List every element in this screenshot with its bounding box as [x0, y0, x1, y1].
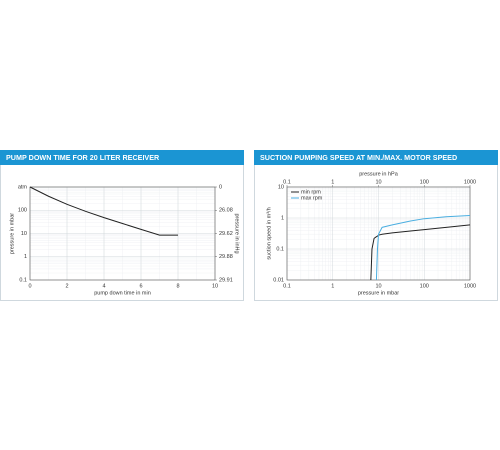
panel-title: PUMP DOWN TIME FOR 20 LITER RECEIVER — [6, 153, 160, 162]
data-line — [370, 224, 471, 281]
y-tick-label: 0.1 — [276, 246, 284, 252]
x2-tick-label: 1000 — [464, 179, 476, 185]
data-line — [29, 186, 178, 236]
x-tick-label: 8 — [176, 283, 179, 289]
y-tick-label: 10 — [278, 184, 284, 190]
y-tick-label: 0.1 — [19, 277, 27, 283]
panel-header — [0, 150, 244, 165]
y-axis-label: pressure in mbar — [9, 213, 15, 254]
x-tick-label: 0.1 — [283, 283, 291, 289]
panel — [0, 150, 244, 301]
y2-tick-label: 29.62 — [219, 231, 233, 237]
x2-tick-label: 100 — [420, 179, 429, 185]
y2-tick-label: 29.88 — [219, 254, 233, 260]
y2-tick-label: 0 — [219, 184, 222, 190]
y-tick-label: 100 — [18, 208, 27, 214]
y-tick-label: 1 — [281, 215, 284, 221]
data-line — [375, 215, 471, 281]
y2-tick-label: 29.91 — [219, 277, 233, 283]
plot-frame — [29, 186, 216, 281]
x-tick-label: 6 — [139, 283, 142, 289]
x-tick-label: 1 — [331, 283, 334, 289]
plot-frame — [286, 186, 471, 281]
panel-header — [254, 150, 498, 165]
y2-axis-label: pressure in inHg — [234, 213, 240, 253]
y-tick-label: 0.01 — [273, 277, 284, 283]
x-tick-label: 10 — [375, 283, 381, 289]
x2-tick-label: 0.1 — [283, 179, 291, 185]
legend-label: max rpm — [301, 195, 323, 201]
y-tick-label: 1 — [24, 254, 27, 260]
x-tick-label: 10 — [212, 283, 218, 289]
x-tick-label: 0 — [28, 283, 31, 289]
y-tick-label: 10 — [21, 231, 27, 237]
x-tick-label: 2 — [65, 283, 68, 289]
x-tick-label: 100 — [420, 283, 429, 289]
y-tick-label: atm — [18, 184, 28, 190]
x2-axis-label: pressure in hPa — [359, 171, 398, 177]
x-axis-label: pressure in mbar — [358, 290, 399, 296]
x-tick-label: 4 — [102, 283, 105, 289]
y2-tick-label: 26.08 — [219, 208, 233, 214]
panel-title: SUCTION PUMPING SPEED AT MIN./MAX. MOTOR… — [260, 153, 457, 162]
y-axis-label: suction speed in m³/h — [266, 207, 272, 259]
x2-tick-label: 10 — [375, 179, 381, 185]
x-tick-label: 1000 — [464, 283, 476, 289]
legend-label: min rpm — [301, 189, 321, 195]
x2-tick-label: 1 — [331, 179, 334, 185]
x-axis-label: pump down time in min — [94, 290, 151, 296]
panel — [254, 150, 498, 301]
